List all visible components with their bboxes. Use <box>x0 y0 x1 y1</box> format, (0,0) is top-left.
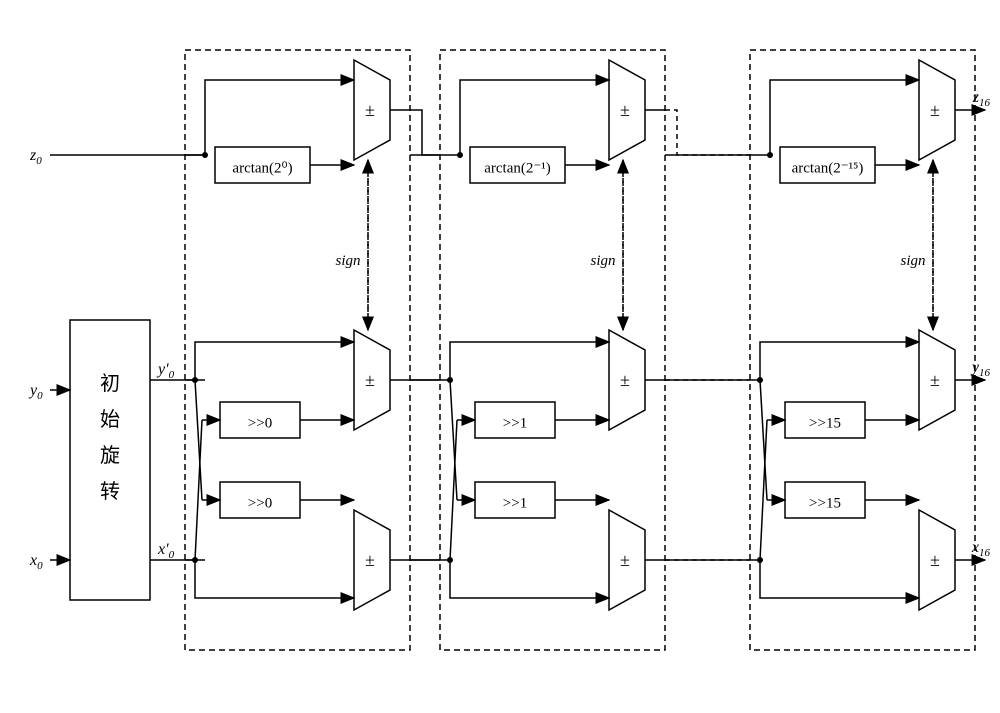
svg-text:±: ± <box>620 100 630 120</box>
svg-text:>>0: >>0 <box>248 415 272 431</box>
svg-text:arctan(2⁻¹⁵): arctan(2⁻¹⁵) <box>792 160 864 176</box>
svg-text:>>15: >>15 <box>809 415 841 431</box>
svg-text:sign: sign <box>590 253 615 269</box>
svg-text:±: ± <box>365 100 375 120</box>
cordic-pipeline-diagram: z0y0x0初始旋转y′0x′0±arctan(2⁰)sign±>>0±>>0±… <box>20 20 1000 693</box>
svg-text:±: ± <box>620 550 630 570</box>
svg-text:>>0: >>0 <box>248 495 272 511</box>
svg-text:x0: x0 <box>29 552 43 572</box>
svg-text:>>15: >>15 <box>809 495 841 511</box>
svg-text:x′0: x′0 <box>157 541 175 561</box>
svg-text:z0: z0 <box>29 147 42 167</box>
svg-text:±: ± <box>930 550 940 570</box>
svg-text:sign: sign <box>900 253 925 269</box>
svg-text:±: ± <box>365 370 375 390</box>
svg-text:>>1: >>1 <box>503 495 527 511</box>
svg-text:±: ± <box>930 370 940 390</box>
svg-text:±: ± <box>620 370 630 390</box>
svg-text:arctan(2⁰): arctan(2⁰) <box>232 160 292 176</box>
svg-text:sign: sign <box>335 253 360 269</box>
svg-text:x16: x16 <box>971 539 991 559</box>
svg-text:y0: y0 <box>28 382 43 402</box>
svg-text:arctan(2⁻¹): arctan(2⁻¹) <box>484 160 551 176</box>
svg-text:±: ± <box>365 550 375 570</box>
svg-text:y′0: y′0 <box>156 361 175 381</box>
svg-text:y16: y16 <box>970 359 991 379</box>
svg-text:>>1: >>1 <box>503 415 527 431</box>
svg-text:±: ± <box>930 100 940 120</box>
